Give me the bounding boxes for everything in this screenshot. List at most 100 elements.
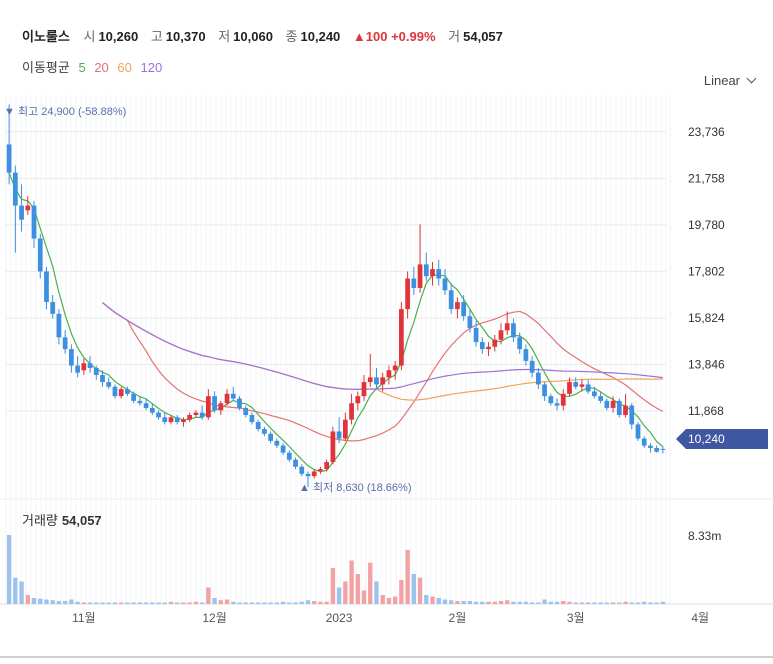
candle-body [193,412,199,415]
candle-body [205,396,211,418]
volume-bar [660,601,666,604]
volume-bar [548,601,553,604]
candle-body [243,407,249,415]
volume-bar [19,581,24,604]
candle-body [430,269,435,277]
volume-bar [467,601,473,604]
volume-bar [623,601,628,604]
volume-bar [199,602,205,604]
volume-bar [417,577,423,604]
open-value: 10,260 [98,29,139,44]
volume-axis-label: 8.33m [688,529,721,543]
x-tick-label: 12월 [202,611,226,625]
ma-20[interactable]: 20 [94,60,109,75]
y-tick-label: 15,824 [688,311,725,325]
volume-bar [31,598,37,604]
candle-body [436,269,442,279]
current-price-tag: 10,240 [676,429,768,449]
volume-bar [237,602,242,604]
volume-bar [511,601,516,604]
y-tick-label: 17,802 [688,264,725,278]
volume-bar [498,601,504,604]
candle-body [660,448,666,450]
candle-body [218,403,224,411]
volume-bar [505,600,510,604]
volume-bar [486,601,491,604]
candle-body [87,363,93,368]
candle-body [212,396,217,411]
stock-name: 이노룰스 [22,29,70,44]
high-marker: ▼ 최고 24,900 (-58.88%) [4,103,126,119]
x-tick-label: 4월 [691,611,709,625]
volume-bar [654,602,659,604]
volume-bar [218,600,223,604]
volume-bar [280,601,286,604]
candle-body [274,440,280,446]
volume-panel-value: 54,057 [61,513,102,528]
volume-bar [349,560,354,604]
x-tick-label: 3월 [567,611,585,625]
volume-bar [56,601,62,604]
ma-120[interactable]: 120 [140,60,163,75]
x-tick-label: 2월 [449,611,467,625]
candle-body [392,365,398,371]
candle-body [286,452,292,460]
candle-body [75,365,80,373]
volume-bar [598,602,603,604]
candle-body [554,403,560,406]
moving-average-legend: 이동평균 5 20 60 120 [22,57,167,76]
candle-body [6,144,12,173]
y-tick-label: 13,846 [688,358,725,372]
candle-body [386,370,392,378]
candle-body [648,445,653,448]
volume-bar [143,602,149,604]
candle-body [405,278,410,310]
scale-dropdown[interactable]: Linear [703,73,757,88]
candle-body [156,412,161,418]
volume-bar [492,601,497,604]
volume-bar [62,601,68,604]
candle-body [93,367,99,375]
volume-bar [131,602,136,604]
volume-bar [324,601,329,604]
volume-bar [150,602,155,604]
candle-body [517,337,523,350]
candle-body [560,393,566,406]
candle-body [268,433,273,441]
candle-body [305,473,311,477]
candle-body [592,391,597,397]
ma-label: 이동평균 [22,60,70,75]
candle-body [187,415,193,420]
volume-bar [106,602,111,604]
volume-bar [617,602,622,604]
candle-body [311,471,317,477]
ma-60[interactable]: 60 [117,60,132,75]
candle-body [442,278,448,291]
x-tick-label: 2023 [326,611,353,625]
candle-body [573,382,579,387]
volume-bar [94,602,99,604]
candle-body [542,384,547,397]
candle-body [12,172,18,206]
ma-5[interactable]: 5 [78,60,86,75]
volume-bar [81,602,87,604]
candle-body [374,377,379,385]
candle-body [255,422,261,430]
volume-bar [25,595,30,604]
low-label: 저 [218,29,231,44]
x-tick-label: 11월 [72,611,96,625]
scale-label: Linear [703,73,740,88]
candle-body [56,313,62,338]
candle-body [504,323,510,331]
candle-body [199,412,205,418]
volume-bar [648,602,653,604]
volume-bar [112,602,118,604]
volume-bar [442,599,448,604]
volume-panel-title: 거래량 54,057 [22,510,102,529]
volume-bar [268,602,273,604]
x-axis-ticks: 11월 12월 2023 2월 3월 4월 [72,611,709,625]
volume-bar [125,602,130,604]
volume-bar [430,596,435,604]
candle-body [131,393,137,401]
